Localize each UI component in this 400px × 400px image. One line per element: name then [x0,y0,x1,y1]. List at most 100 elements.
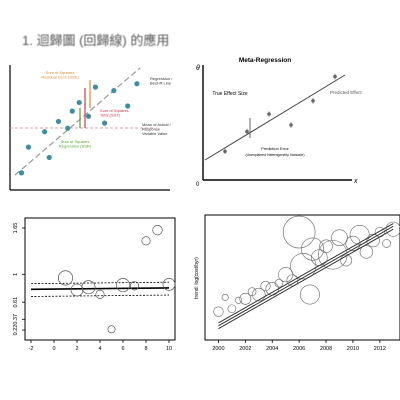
x-tick-label: 10 [166,346,172,352]
panel4-x-ticks: 2000 2002 2004 2006 2008 2010 2012 [212,340,386,352]
bubble [162,277,176,291]
label-true-effect: True Effect Size [212,91,248,97]
data-point [134,81,140,87]
panel4-ylabel: trend: log(cost/byr) [194,257,200,299]
data-point [102,120,108,126]
bubble [319,239,333,253]
x-tick-label: 0 [52,346,55,352]
label-line: Variable Value [142,131,168,136]
bubble [382,239,391,248]
x-tick-label: 2010 [347,346,359,352]
label-line: Response [142,127,161,132]
bubble [116,278,130,293]
bubble [70,283,84,297]
data-point [125,103,131,109]
label-pred-error-sub: (Unexplained Heterogeneity Variance) [245,153,304,157]
data-point [25,144,32,150]
label-pred-error: Prediction Error [261,146,289,151]
panel3-points [57,224,176,334]
panel3-fit-lines [30,281,170,297]
bubble [235,296,243,304]
x-tick-label: 2012 [374,346,386,352]
panel4-frame [204,214,400,341]
data-point [18,170,25,176]
y-tick-label: 1 [13,273,19,276]
data-point [65,125,71,131]
x-tick-label: 2002 [239,346,251,352]
bubble [152,224,163,236]
data-point [92,84,98,90]
y-tick-label: 0.22 [13,325,19,336]
bubble-plot-left: 0.220.37 0.61 1 1.65 -2 0 2 4 6 8 10 [13,217,176,352]
bubble [95,289,105,299]
bubble [141,236,151,246]
bubble [260,280,271,292]
label-line: Residual Error (SSE) [41,75,79,80]
x-tick-label: 8 [144,346,147,352]
panel3-x-ticks: -2 0 2 4 6 8 10 [29,340,172,352]
panel3-frame [24,217,176,341]
fit-line [218,225,394,327]
theta-label: θ [196,65,200,72]
x-tick-label: 2006 [293,346,305,352]
bubble [247,287,257,297]
bubble [301,237,325,261]
ci-lower-line [30,294,170,297]
panel4-points [213,215,400,317]
x-symbol: x [353,178,358,185]
label-mean: Mean of Actual / Response Variable Value [142,122,172,136]
meta-regression-panel: Meta-Regression θ x 0 True Effect Size P… [196,57,362,188]
label-regline: Regression / Best-fit Line [150,76,173,86]
data-point [42,129,48,135]
data-point [111,87,117,94]
header-title: 1. 迴歸圖 (回歸線) 的應用 [22,33,169,48]
bubble [359,245,374,259]
bubble [385,221,400,237]
bubble [366,233,380,248]
ci-upper-line [30,281,170,285]
data-point [55,118,62,125]
bubble [129,281,140,291]
y-tick-label: 0.37 [13,314,19,325]
bubble [311,249,328,266]
label-predicted: Predicted Effect [330,90,362,95]
y-tick-label: 1.65 [13,223,19,234]
bubble [340,254,353,267]
x-tick-label: -2 [29,346,34,352]
bubble [331,229,348,247]
bubble [81,280,96,295]
fit-line-line [30,287,170,291]
bubble [282,215,316,249]
bubble [221,293,229,301]
origin-label: 0 [196,182,200,188]
data-point [85,113,92,119]
x-tick-label: 2 [75,346,78,352]
meta-regression-line [204,74,346,161]
bubble [274,278,284,288]
x-tick-label: 2000 [212,346,224,352]
fit-line [218,228,394,330]
bubble [349,224,370,245]
regression-line [14,67,141,176]
bubble [57,270,74,286]
bubble [107,325,116,334]
label-sse: Sum of Squares Residual Error (SSE) [41,70,79,80]
x-tick-label: 2008 [320,346,332,352]
regression-sum-of-squares-panel: Sum of Squares Residual Error (SSE) Regre… [9,65,173,191]
bubble [252,287,266,302]
bubble [213,306,224,317]
label-line: Regression (SSR) [59,144,92,149]
panel2-title: Meta-Regression [239,57,291,64]
label-ssr: Sum of Squares Regression (SSR) [59,139,92,149]
bubble [265,282,279,296]
bubble [345,235,361,251]
bubble [227,304,237,314]
bubble-plot-right: trend: log(cost/byr) 2000 2002 2004 2006 200… [194,214,400,352]
fit-line [218,223,394,324]
bubble [299,284,320,305]
panel4-fit-lines [218,223,394,330]
x-tick-label: 4 [98,346,101,352]
label-line: Best-fit Line [150,81,172,86]
panel3-y-ticks: 0.220.37 0.61 1 1.65 [13,223,25,336]
